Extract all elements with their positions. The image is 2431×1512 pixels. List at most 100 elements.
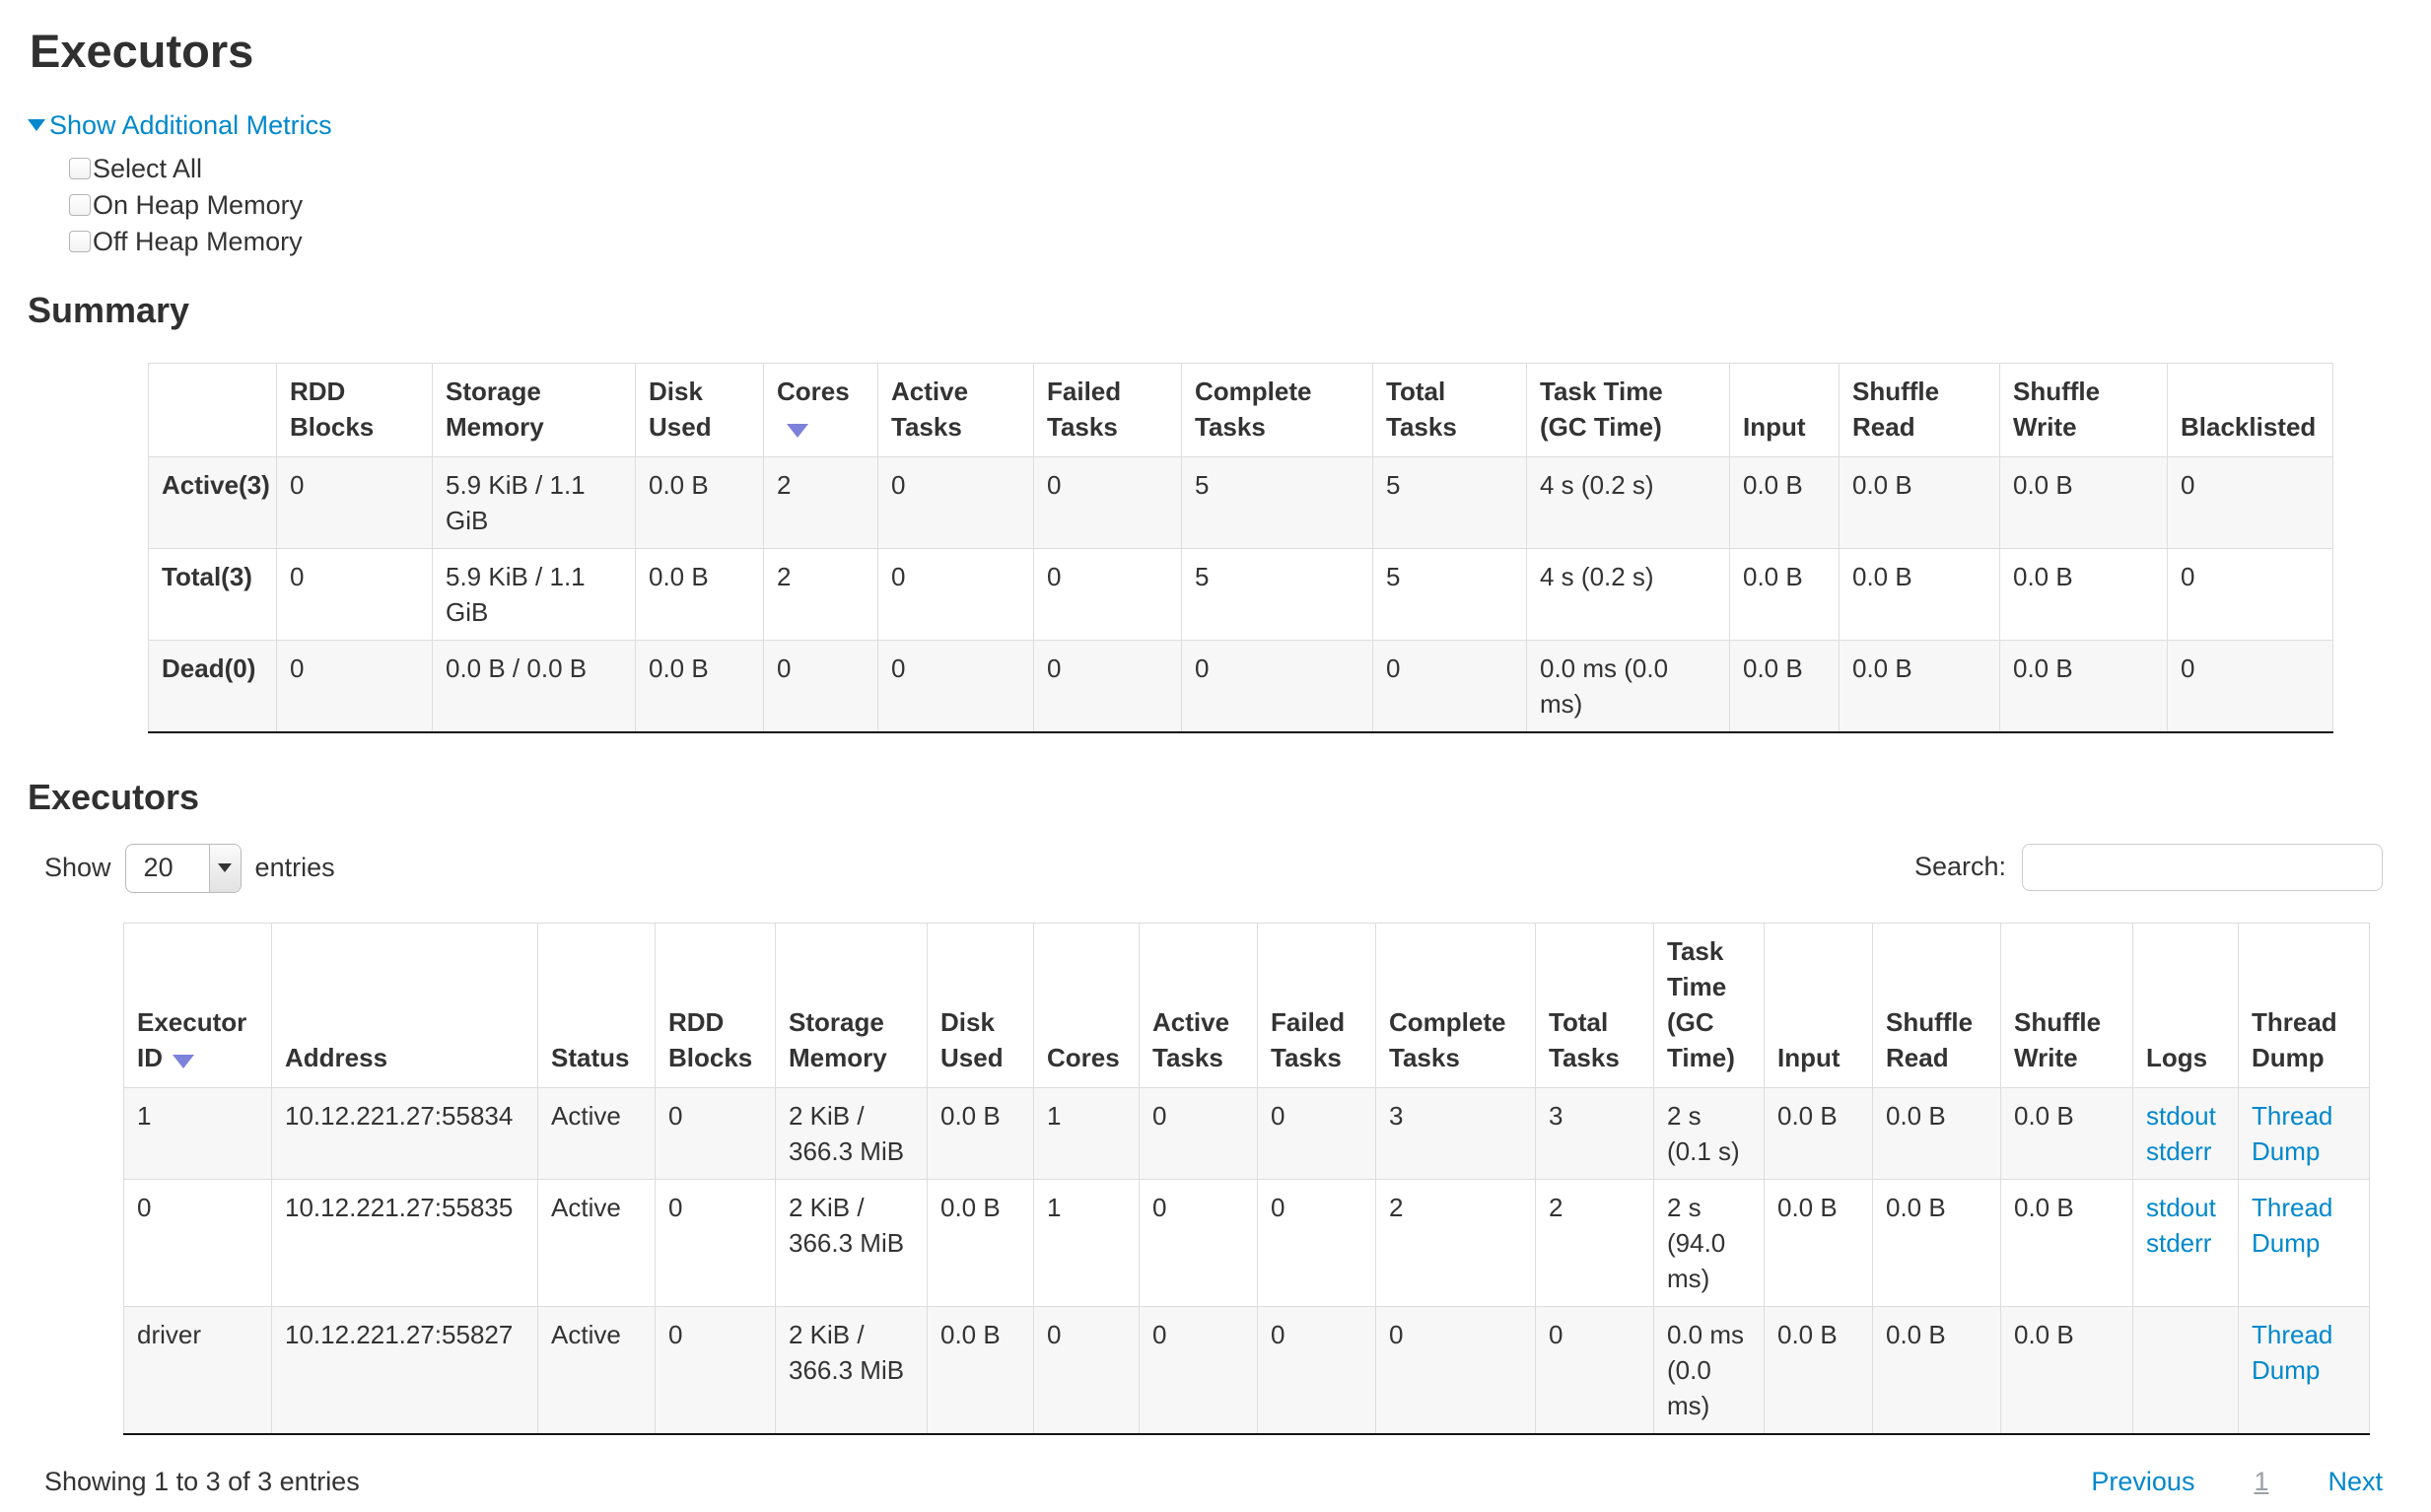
cell-complete-tasks: 5 <box>1181 547 1373 641</box>
column-header-shuffle-write[interactable]: Shuffle Write <box>2000 922 2133 1088</box>
column-header-storage-memory[interactable]: Storage Memory <box>432 362 636 457</box>
cell-input: 0.0 B <box>1729 455 1840 549</box>
column-header-task-time[interactable]: Task Time (GC Time) <box>1653 922 1765 1088</box>
column-header-total-tasks[interactable]: Total Tasks <box>1372 362 1527 457</box>
column-header-thread-dump[interactable]: Thread Dump <box>2238 922 2370 1088</box>
column-header-logs[interactable]: Logs <box>2132 922 2239 1088</box>
column-header-active-tasks[interactable]: Active Tasks <box>1139 922 1258 1088</box>
cell-thread-dump: Thread Dump <box>2238 1086 2370 1180</box>
cell-task-time: 0.0 ms (0.0 ms) <box>1526 639 1730 732</box>
column-header-executor-id[interactable]: Executor ID <box>123 922 272 1088</box>
pagination: Previous 1 Next <box>2091 1467 2383 1497</box>
summary-header-row: RDD Blocks Storage Memory Disk Used Core… <box>148 362 2333 457</box>
column-header-failed-tasks[interactable]: Failed Tasks <box>1033 362 1182 457</box>
column-header-shuffle-read[interactable]: Shuffle Read <box>1872 922 2001 1088</box>
on-heap-memory-checkbox[interactable] <box>69 194 91 216</box>
search-input[interactable] <box>2022 843 2383 891</box>
checkbox-label: On Heap Memory <box>93 189 304 220</box>
cell-shuffle-read: 0.0 B <box>1872 1178 2001 1307</box>
cell-logs: stdout stderr <box>2132 1178 2239 1307</box>
column-header-rdd-blocks[interactable]: RDD Blocks <box>276 362 433 457</box>
cell-active-tasks: 0 <box>1139 1305 1258 1434</box>
column-header-input[interactable]: Input <box>1764 922 1873 1088</box>
caret-down-icon <box>28 119 45 131</box>
column-header-address[interactable]: Address <box>271 922 538 1088</box>
cell-cores: 1 <box>1033 1178 1140 1307</box>
cell-address: 10.12.221.27:55835 <box>271 1178 538 1307</box>
show-label: Show <box>44 853 111 882</box>
cell-disk-used: 0.0 B <box>927 1305 1034 1434</box>
pagination-page-1[interactable]: 1 <box>2254 1466 2269 1496</box>
column-header-shuffle-write[interactable]: Shuffle Write <box>1999 362 2168 457</box>
cell-blacklisted: 0 <box>2167 547 2333 641</box>
cell-shuffle-write: 0.0 B <box>2000 1305 2133 1434</box>
cell-input: 0.0 B <box>1729 639 1840 732</box>
cell-cores: 2 <box>763 547 878 641</box>
cell-thread-dump: Thread Dump <box>2238 1305 2370 1434</box>
off-heap-memory-checkbox[interactable] <box>69 231 91 252</box>
pagination-next[interactable]: Next <box>2327 1466 2383 1496</box>
column-header-cores[interactable]: Cores <box>1033 922 1140 1088</box>
metric-option-off-heap-memory[interactable]: Off Heap Memory <box>69 224 2403 260</box>
cell-disk-used: 0.0 B <box>635 639 764 732</box>
thread-dump-link[interactable]: Thread Dump <box>2252 1192 2333 1258</box>
cell-blacklisted: 0 <box>2167 639 2333 732</box>
row-label: Total(3) <box>148 547 277 641</box>
cell-cores: 0 <box>763 639 878 732</box>
checkbox-label: Select All <box>93 153 203 183</box>
row-label: Dead(0) <box>148 639 277 732</box>
cell-rdd-blocks: 0 <box>655 1086 776 1180</box>
cell-executor-id: driver <box>123 1305 272 1434</box>
thread-dump-link[interactable]: Thread Dump <box>2252 1319 2333 1385</box>
column-header-disk-used[interactable]: Disk Used <box>635 362 764 457</box>
cell-complete-tasks: 2 <box>1375 1178 1536 1307</box>
table-footer: Showing 1 to 3 of 3 entries Previous 1 N… <box>44 1457 2383 1512</box>
executors-heading: Executors <box>28 776 200 817</box>
column-header-input[interactable]: Input <box>1729 362 1840 457</box>
metric-option-on-heap-memory[interactable]: On Heap Memory <box>69 187 2403 224</box>
column-header-active-tasks[interactable]: Active Tasks <box>877 362 1034 457</box>
column-header-failed-tasks[interactable]: Failed Tasks <box>1257 922 1376 1088</box>
column-header-rdd-blocks[interactable]: RDD Blocks <box>655 922 776 1088</box>
column-header-total-tasks[interactable]: Total Tasks <box>1535 922 1654 1088</box>
thread-dump-link[interactable]: Thread Dump <box>2252 1100 2333 1166</box>
page-size-select[interactable]: 20 <box>124 843 242 893</box>
summary-row-active: Active(3) 0 5.9 KiB / 1.1 GiB 0.0 B 2 0 … <box>148 455 2333 549</box>
show-additional-metrics-link[interactable]: Show Additional Metrics <box>28 110 332 141</box>
cell-failed-tasks: 0 <box>1257 1086 1376 1180</box>
additional-metrics-options: Select All On Heap Memory Off Heap Memor… <box>69 151 2403 260</box>
column-header-complete-tasks[interactable]: Complete Tasks <box>1181 362 1373 457</box>
stdout-link[interactable]: stdout <box>2146 1100 2216 1131</box>
cell-shuffle-read: 0.0 B <box>1839 639 2000 732</box>
cell-failed-tasks: 0 <box>1033 547 1182 641</box>
cell-status: Active <box>537 1178 656 1307</box>
cell-address: 10.12.221.27:55834 <box>271 1086 538 1180</box>
cell-storage-memory: 0.0 B / 0.0 B <box>432 639 636 732</box>
pagination-previous[interactable]: Previous <box>2091 1466 2195 1496</box>
column-header-disk-used[interactable]: Disk Used <box>927 922 1034 1088</box>
column-header-shuffle-read[interactable]: Shuffle Read <box>1839 362 2000 457</box>
cell-shuffle-read: 0.0 B <box>1872 1086 2001 1180</box>
cell-cores: 0 <box>1033 1305 1140 1434</box>
cell-task-time: 4 s (0.2 s) <box>1526 547 1730 641</box>
cell-disk-used: 0.0 B <box>927 1178 1034 1307</box>
column-header-blacklisted[interactable]: Blacklisted <box>2167 362 2333 457</box>
page-size-value: 20 <box>143 853 174 882</box>
stdout-link[interactable]: stdout <box>2146 1192 2216 1222</box>
cell-blacklisted: 0 <box>2167 455 2333 549</box>
column-header-status[interactable]: Status <box>537 922 656 1088</box>
column-header-cores[interactable]: Cores <box>763 362 878 457</box>
checkbox-label: Off Heap Memory <box>93 226 303 256</box>
column-header-task-time[interactable]: Task Time (GC Time) <box>1526 362 1730 457</box>
metric-option-select-all[interactable]: Select All <box>69 151 2403 187</box>
cell-input: 0.0 B <box>1764 1305 1873 1434</box>
column-header-complete-tasks[interactable]: Complete Tasks <box>1375 922 1536 1088</box>
cell-address: 10.12.221.27:55827 <box>271 1305 538 1434</box>
stderr-link[interactable]: stderr <box>2146 1135 2212 1166</box>
stderr-link[interactable]: stderr <box>2146 1227 2212 1258</box>
select-all-checkbox[interactable] <box>69 158 91 179</box>
row-label: Active(3) <box>148 455 277 549</box>
cell-total-tasks: 0 <box>1372 639 1527 732</box>
column-header-storage-memory[interactable]: Storage Memory <box>775 922 928 1088</box>
